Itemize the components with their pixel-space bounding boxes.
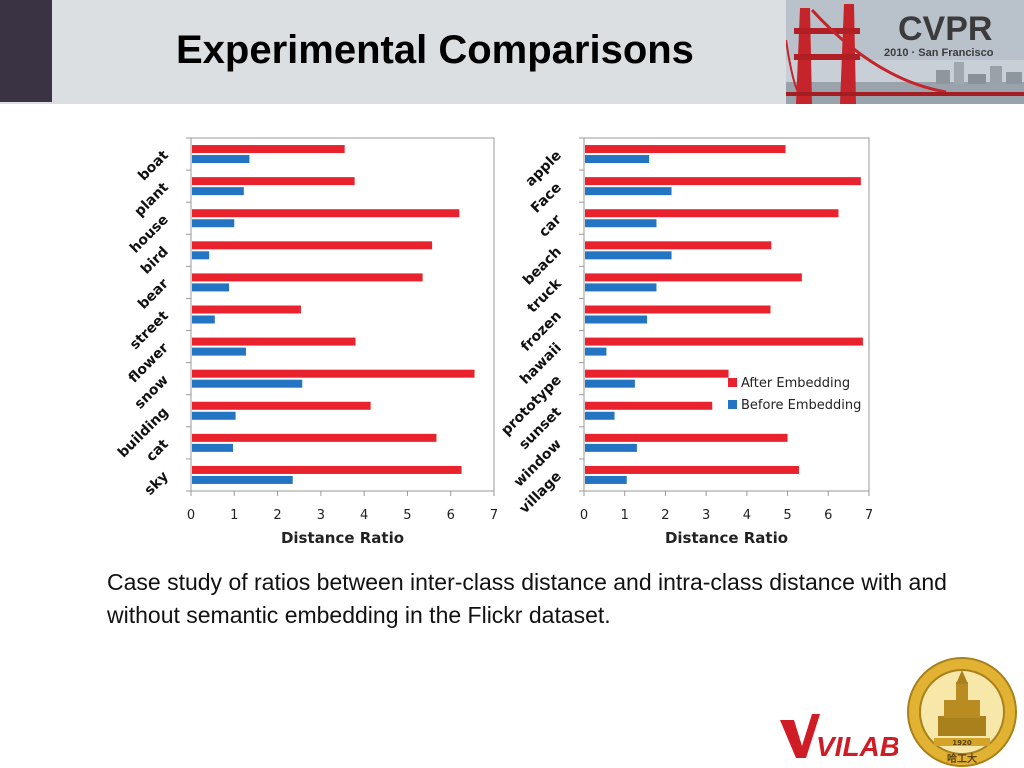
x-tick-label: 2	[273, 508, 281, 523]
bar-before-embedding	[585, 443, 637, 452]
bar-after-embedding	[192, 465, 462, 474]
bar-before-embedding	[585, 411, 615, 420]
bar-after-embedding	[585, 465, 799, 474]
vilab-logo-text: VILAB	[816, 731, 898, 762]
x-tick-label: 7	[865, 508, 873, 523]
bar-after-embedding	[192, 337, 356, 346]
slide-title: Experimental Comparisons	[176, 28, 694, 72]
bar-after-embedding	[585, 337, 863, 346]
bar-before-embedding	[585, 347, 607, 356]
x-tick-label: 0	[580, 508, 588, 523]
bar-after-embedding	[192, 145, 345, 154]
category-label: bear	[135, 276, 172, 313]
legend-label: After Embedding	[741, 376, 850, 391]
bar-after-embedding	[192, 401, 371, 410]
header-accent-bar	[0, 0, 52, 102]
bar-before-embedding	[585, 315, 648, 324]
bar-after-embedding	[585, 273, 802, 282]
x-tick-label: 6	[824, 508, 832, 523]
legend-swatch	[728, 378, 737, 387]
seal-text: 哈工大	[947, 752, 977, 765]
bar-after-embedding	[585, 177, 861, 186]
bar-after-embedding	[192, 433, 437, 442]
bar-after-embedding	[585, 145, 786, 154]
x-tick-label: 4	[360, 508, 368, 523]
x-tick-label: 1	[230, 508, 238, 523]
x-tick-label: 4	[743, 508, 751, 523]
plot-frame	[583, 137, 870, 492]
bar-after-embedding	[585, 401, 713, 410]
bar-before-embedding	[585, 475, 627, 484]
x-tick-label: 3	[317, 508, 325, 523]
cvpr-logo: CVPR 2010 · San Francisco	[786, 0, 1024, 104]
bar-after-embedding	[585, 209, 839, 218]
bar-after-embedding	[585, 433, 788, 442]
bar-before-embedding	[192, 379, 303, 388]
bar-after-embedding	[585, 369, 729, 378]
x-tick-label: 6	[447, 508, 455, 523]
category-label: boat	[135, 147, 172, 184]
x-tick-label: 5	[783, 508, 791, 523]
seal-year: 1920	[952, 739, 972, 747]
bar-after-embedding	[192, 241, 433, 250]
bar-before-embedding	[192, 219, 235, 228]
bar-before-embedding	[585, 379, 635, 388]
bar-after-embedding	[192, 177, 355, 186]
slide-caption: Case study of ratios between inter-class…	[107, 569, 947, 628]
category-label: plant	[132, 179, 172, 219]
bar-before-embedding	[192, 411, 236, 420]
bar-before-embedding	[192, 283, 230, 292]
category-label: car	[536, 212, 565, 241]
cvpr-logo-subtext: 2010 · San Francisco	[884, 47, 994, 59]
bar-after-embedding	[192, 305, 301, 314]
bar-after-embedding	[192, 209, 460, 218]
bar-after-embedding	[192, 369, 475, 378]
bar-before-embedding	[585, 187, 672, 196]
bar-before-embedding	[192, 347, 246, 356]
bar-before-embedding	[192, 443, 233, 452]
plot-frame	[190, 137, 495, 492]
x-tick-label: 7	[490, 508, 498, 523]
bar-after-embedding	[585, 241, 772, 250]
x-tick-label: 1	[621, 508, 629, 523]
bar-before-embedding	[192, 315, 215, 324]
x-axis-title: Distance Ratio	[665, 529, 788, 547]
bar-before-embedding	[192, 155, 250, 164]
category-label: apple	[523, 148, 565, 190]
bar-after-embedding	[192, 273, 423, 282]
bar-after-embedding	[585, 305, 771, 314]
x-tick-label: 2	[661, 508, 669, 523]
category-label: sky	[142, 468, 172, 498]
bar-before-embedding	[585, 283, 657, 292]
x-tick-label: 5	[403, 508, 411, 523]
bar-before-embedding	[192, 475, 293, 484]
bar-before-embedding	[585, 155, 650, 164]
legend-swatch	[728, 400, 737, 409]
bar-before-embedding	[585, 219, 657, 228]
bar-before-embedding	[585, 251, 672, 260]
x-axis-title: Distance Ratio	[281, 529, 404, 547]
category-label: cat	[143, 436, 172, 465]
bar-before-embedding	[192, 187, 244, 196]
legend-label: Before Embedding	[741, 398, 861, 413]
cvpr-logo-text: CVPR	[898, 10, 992, 48]
vilab-logo: VILAB	[780, 714, 898, 762]
university-seal: 1920 哈工大	[907, 657, 1017, 767]
x-tick-label: 0	[187, 508, 195, 523]
bar-before-embedding	[192, 251, 210, 260]
x-tick-label: 3	[702, 508, 710, 523]
